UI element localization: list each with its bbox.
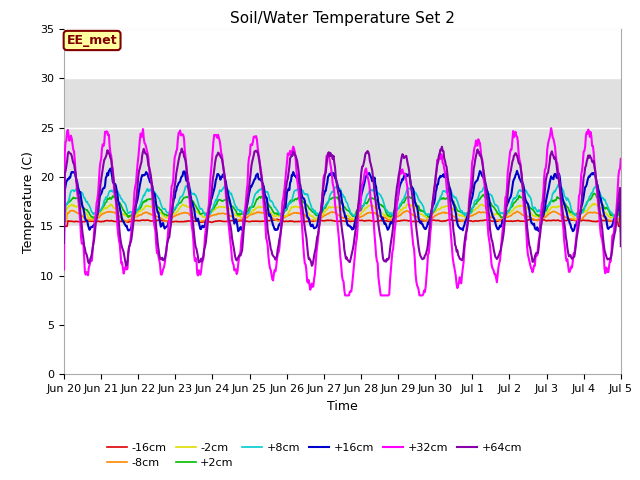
+64cm (184, 183, 192, 189)
+16cm (185, 180, 193, 186)
+32cm (214, 135, 221, 141)
-8cm (428, 216, 435, 222)
-8cm (214, 211, 222, 216)
+8cm (617, 218, 625, 224)
+64cm (438, 144, 445, 150)
+16cm (214, 171, 222, 177)
-16cm (127, 218, 135, 224)
-8cm (128, 216, 136, 222)
+16cm (107, 166, 115, 171)
-2cm (410, 203, 418, 209)
Line: +8cm: +8cm (64, 185, 621, 221)
+32cm (60, 267, 68, 273)
-2cm (214, 205, 221, 211)
Line: -2cm: -2cm (64, 204, 621, 221)
+8cm (426, 212, 434, 217)
+64cm (127, 237, 135, 242)
+32cm (127, 228, 135, 234)
+16cm (411, 198, 419, 204)
+2cm (127, 212, 135, 217)
+2cm (60, 218, 68, 224)
Bar (64, 78, 621, 226)
+32cm (341, 292, 349, 298)
+32cm (428, 223, 435, 229)
Line: +16cm: +16cm (64, 168, 621, 231)
+2cm (426, 213, 434, 219)
-8cm (411, 214, 419, 219)
Text: EE_met: EE_met (67, 34, 117, 47)
+16cm (60, 228, 68, 234)
-2cm (426, 213, 434, 218)
-16cm (214, 218, 221, 224)
Line: +32cm: +32cm (64, 128, 621, 295)
+32cm (184, 175, 192, 181)
-8cm (68, 207, 76, 213)
-2cm (184, 204, 192, 210)
-16cm (184, 218, 192, 224)
+8cm (127, 209, 135, 215)
Y-axis label: Temperature (C): Temperature (C) (22, 151, 35, 252)
+64cm (411, 212, 419, 218)
+16cm (617, 228, 625, 234)
+8cm (60, 218, 68, 224)
Line: -16cm: -16cm (64, 219, 621, 226)
+8cm (70, 189, 78, 194)
+2cm (410, 198, 418, 204)
+2cm (184, 194, 192, 200)
-2cm (591, 201, 599, 206)
-2cm (127, 214, 135, 219)
+64cm (60, 240, 68, 246)
+2cm (70, 195, 78, 201)
+32cm (617, 156, 625, 162)
+64cm (70, 161, 78, 167)
-2cm (60, 218, 68, 224)
-16cm (617, 223, 625, 229)
-2cm (617, 218, 625, 224)
Title: Soil/Water Temperature Set 2: Soil/Water Temperature Set 2 (230, 11, 455, 26)
Legend: -16cm, -8cm, -2cm, +2cm, +8cm, +16cm, +32cm, +64cm: -16cm, -8cm, -2cm, +2cm, +8cm, +16cm, +3… (103, 438, 526, 472)
+16cm (70, 169, 78, 175)
+16cm (428, 210, 435, 216)
+8cm (554, 182, 562, 188)
+2cm (214, 199, 221, 205)
+64cm (617, 243, 625, 249)
-16cm (70, 219, 78, 225)
+8cm (410, 188, 418, 194)
X-axis label: Time: Time (327, 400, 358, 413)
-16cm (428, 217, 435, 223)
+32cm (70, 149, 78, 155)
Line: +2cm: +2cm (64, 193, 621, 221)
Line: +64cm: +64cm (64, 147, 621, 266)
-8cm (71, 208, 79, 214)
-16cm (60, 223, 68, 229)
+32cm (547, 125, 555, 131)
+8cm (214, 194, 221, 200)
+2cm (617, 218, 625, 224)
+64cm (214, 153, 221, 158)
+64cm (308, 263, 316, 269)
-8cm (185, 211, 193, 216)
+8cm (184, 184, 192, 190)
+16cm (128, 218, 136, 224)
+64cm (428, 212, 435, 218)
-16cm (411, 218, 419, 224)
+32cm (411, 256, 419, 262)
+2cm (590, 191, 598, 196)
-8cm (60, 218, 68, 224)
-8cm (617, 218, 625, 224)
-2cm (70, 202, 78, 208)
-16cm (273, 216, 281, 222)
Line: -8cm: -8cm (64, 210, 621, 221)
